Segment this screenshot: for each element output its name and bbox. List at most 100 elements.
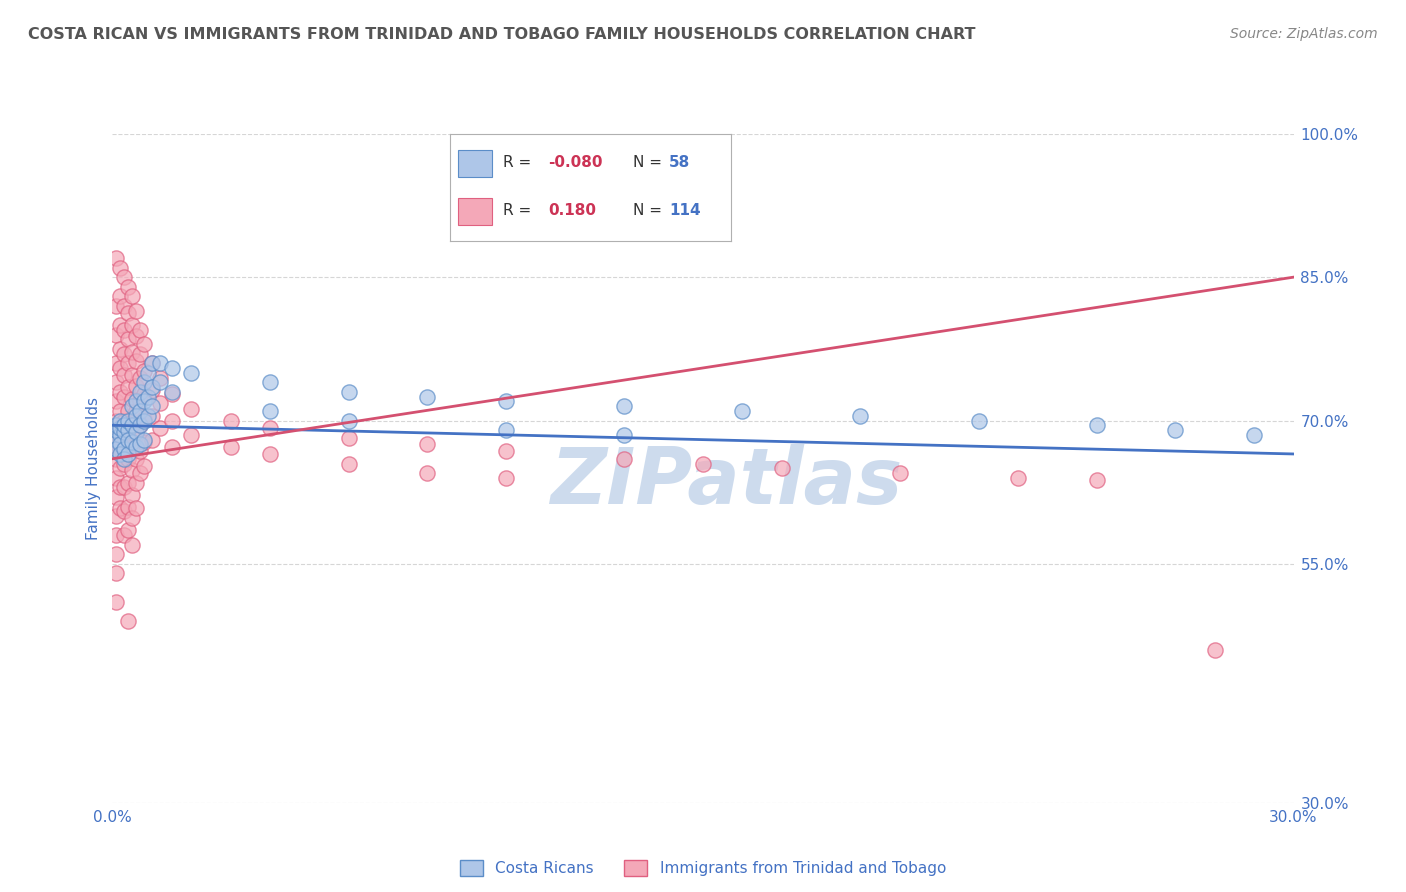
Point (149, 376, 172, 390)
Point (112, 451, 135, 466)
Point (117, 380, 139, 394)
Point (125, 425, 148, 439)
Point (105, 418, 128, 433)
Point (105, 423, 128, 437)
Point (110, 501, 132, 516)
Point (1085, 473, 1108, 487)
Point (105, 376, 128, 390)
Point (121, 289, 143, 303)
Point (110, 318, 132, 332)
Text: 114: 114 (669, 203, 700, 219)
Point (259, 447, 281, 461)
Point (141, 383, 163, 397)
Text: ZIPatlas: ZIPatlas (551, 443, 903, 520)
Text: COSTA RICAN VS IMMIGRANTS FROM TRINIDAD AND TOBAGO FAMILY HOUSEHOLDS CORRELATION: COSTA RICAN VS IMMIGRANTS FROM TRINIDAD … (28, 27, 976, 42)
Point (136, 390, 159, 404)
Point (967, 413, 990, 427)
Point (110, 404, 132, 418)
Text: N =: N = (633, 155, 662, 170)
Point (110, 342, 132, 356)
Point (112, 346, 135, 360)
Point (112, 434, 135, 449)
Point (129, 418, 152, 433)
Point (160, 384, 183, 399)
Point (117, 413, 139, 427)
Point (105, 451, 128, 466)
Point (160, 361, 183, 376)
FancyBboxPatch shape (458, 198, 492, 225)
Point (132, 394, 155, 409)
Point (110, 461, 132, 475)
Point (121, 434, 143, 449)
Point (337, 384, 360, 399)
Text: R =: R = (503, 155, 531, 170)
Point (125, 440, 148, 454)
Point (692, 457, 714, 471)
Point (117, 279, 139, 293)
Point (613, 399, 636, 413)
Point (129, 466, 152, 480)
Legend: Costa Ricans, Immigrants from Trinidad and Tobago: Costa Ricans, Immigrants from Trinidad a… (454, 854, 952, 882)
Point (132, 337, 155, 351)
Point (110, 428, 132, 442)
Point (112, 413, 135, 427)
Point (129, 370, 152, 384)
Point (416, 466, 439, 480)
Point (129, 323, 152, 337)
Point (117, 500, 139, 514)
Point (160, 386, 183, 401)
Point (121, 368, 143, 382)
Point (110, 413, 132, 427)
Point (105, 547, 128, 561)
Point (121, 318, 143, 332)
Point (110, 361, 132, 376)
Point (337, 413, 360, 427)
Point (117, 306, 139, 320)
Point (125, 303, 148, 318)
Text: -0.080: -0.080 (548, 155, 603, 170)
Point (121, 399, 143, 413)
Point (121, 463, 143, 477)
Point (112, 368, 135, 382)
Point (1164, 423, 1187, 437)
Point (121, 538, 143, 552)
Point (110, 423, 132, 437)
Point (1204, 643, 1226, 657)
Point (125, 379, 148, 393)
Point (337, 431, 360, 445)
Point (141, 356, 163, 370)
Point (117, 356, 139, 370)
Point (132, 386, 155, 401)
Point (129, 394, 152, 409)
Point (129, 346, 152, 360)
Point (121, 488, 143, 502)
Point (105, 394, 128, 409)
FancyBboxPatch shape (458, 150, 492, 177)
Point (105, 299, 128, 313)
Point (105, 490, 128, 504)
Point (125, 475, 148, 490)
Point (1243, 428, 1265, 442)
Point (117, 332, 139, 346)
Text: N =: N = (633, 203, 662, 219)
Point (849, 409, 872, 423)
Point (149, 356, 172, 370)
Point (180, 402, 202, 417)
Point (110, 384, 132, 399)
Point (180, 366, 202, 380)
Point (141, 409, 163, 423)
Point (112, 457, 135, 471)
Point (141, 356, 163, 370)
Point (105, 566, 128, 581)
Point (112, 323, 135, 337)
Point (117, 404, 139, 418)
Point (132, 364, 155, 378)
Point (121, 511, 143, 525)
Point (125, 329, 148, 343)
Point (219, 440, 242, 454)
Point (117, 451, 139, 466)
Point (125, 354, 148, 368)
Point (117, 447, 139, 461)
Point (125, 394, 148, 409)
Point (110, 260, 132, 275)
